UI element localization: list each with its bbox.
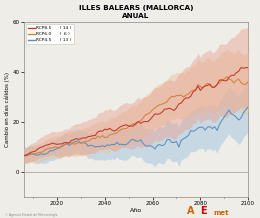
Text: E: E — [200, 206, 207, 216]
Text: met: met — [213, 210, 229, 216]
Title: ILLES BALEARS (MALLORCA)
ANUAL: ILLES BALEARS (MALLORCA) ANUAL — [79, 5, 193, 19]
Text: © Agencia Estatal de Meteorología: © Agencia Estatal de Meteorología — [5, 213, 57, 217]
Text: A: A — [187, 206, 195, 216]
X-axis label: Año: Año — [130, 208, 142, 213]
Y-axis label: Cambio en días cálidos (%): Cambio en días cálidos (%) — [5, 72, 10, 147]
Legend: RCP8.5      ( 14 ), RCP6.0      (  6 ), RCP4.5      ( 13 ): RCP8.5 ( 14 ), RCP6.0 ( 6 ), RCP4.5 ( 13… — [26, 24, 74, 44]
Bar — [24, 172, 248, 197]
